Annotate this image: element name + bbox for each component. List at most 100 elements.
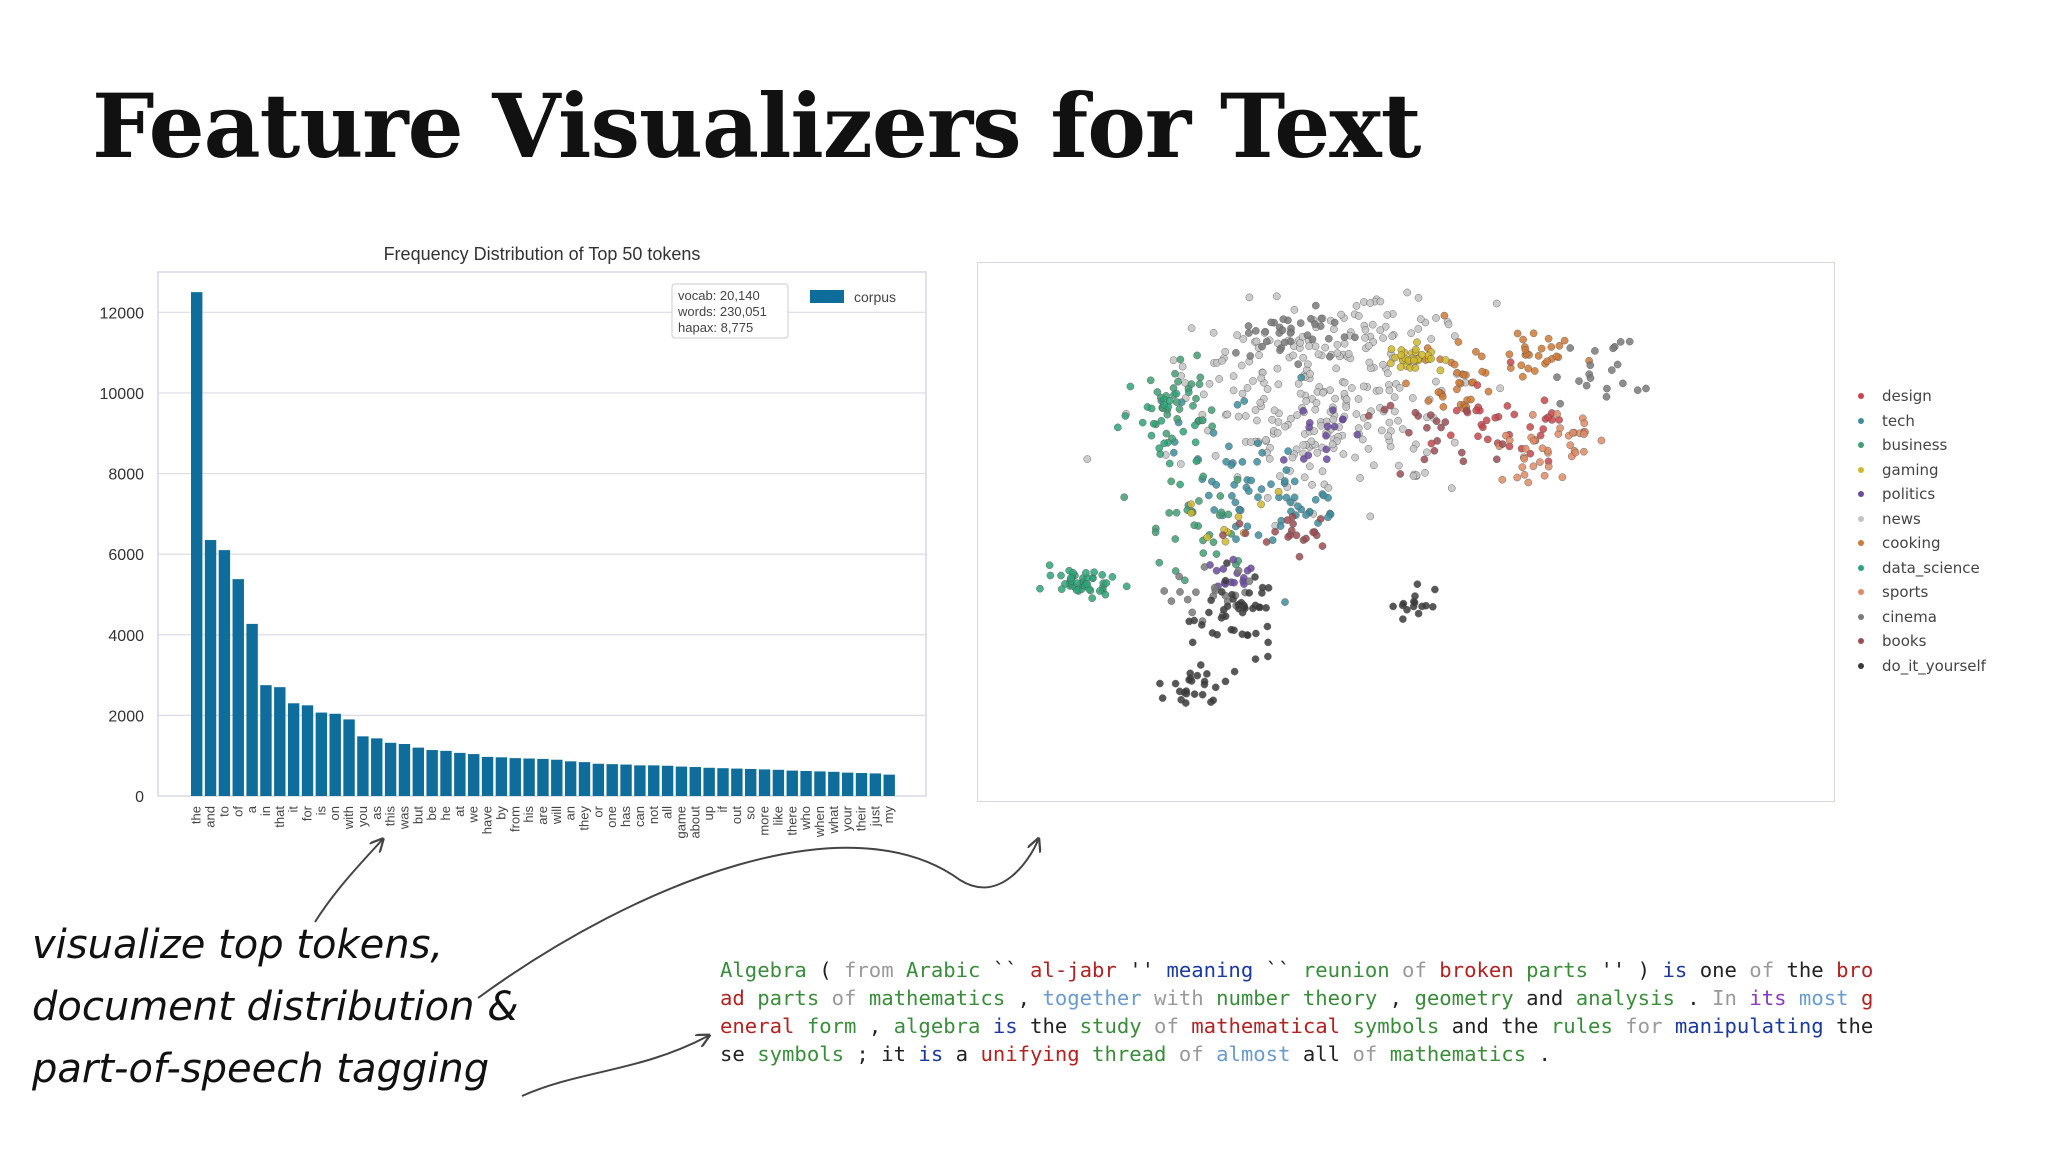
scatter-point-cooking <box>1472 347 1480 356</box>
scatter-point-news <box>1342 395 1351 404</box>
bar <box>828 771 840 796</box>
pos-token: of <box>1178 1042 1204 1066</box>
scatter-point-cinema <box>1296 319 1305 327</box>
scatter-point-politics <box>1322 431 1330 440</box>
scatter-point-cooking <box>1524 364 1533 373</box>
bar <box>495 757 508 796</box>
scatter-point-design <box>1503 402 1512 410</box>
scatter-point-gaming <box>1418 350 1426 359</box>
scatter-point-cinema <box>1267 318 1275 327</box>
scatter-point-business <box>1199 549 1208 557</box>
scatter-point-news <box>1340 378 1349 387</box>
scatter-point-tech <box>1212 481 1221 489</box>
legend-item-cooking: cooking <box>1858 531 1986 556</box>
scatter-point-do_it_yourself <box>1211 683 1220 692</box>
scatter-point-business <box>1207 406 1216 414</box>
scatter-point-data_science <box>1046 571 1055 580</box>
scatter-point-books <box>1302 534 1310 543</box>
scatter-point-data_science <box>1191 438 1200 447</box>
scatter-point-gaming <box>1441 356 1450 364</box>
pos-token: reunion <box>1302 958 1390 982</box>
scatter-point-politics <box>1322 455 1331 464</box>
scatter-point-books <box>1318 542 1327 550</box>
scatter-point-cinema <box>1244 322 1253 330</box>
x-tick-label: one <box>604 806 619 828</box>
pos-token: se <box>720 1042 745 1066</box>
scatter-point-books <box>1498 440 1507 448</box>
x-tick-label: not <box>646 806 661 824</box>
scatter-point-cinema <box>1603 384 1611 393</box>
pos-token: the <box>1774 958 1837 982</box>
scatter-point-news <box>1199 390 1208 399</box>
pos-token: . <box>1526 1042 1551 1066</box>
scatter-point-design <box>1479 423 1487 432</box>
pos-token: In <box>1712 986 1737 1010</box>
scatter-point-do_it_yourself <box>1413 580 1422 589</box>
scatter-point-news <box>1305 342 1313 350</box>
scatter-point-do_it_yourself <box>1208 629 1217 637</box>
scatter-point-tech <box>1228 492 1236 500</box>
scatter-point-data_science <box>1147 431 1156 440</box>
scatter-point-books <box>1271 527 1279 536</box>
x-tick-label: to <box>216 806 231 817</box>
scatter-point-news <box>1251 406 1260 414</box>
pos-token <box>1662 1014 1674 1038</box>
pos-token: Algebra <box>720 958 807 982</box>
x-tick-label: an <box>563 806 578 820</box>
scatter-point-cooking <box>1519 335 1527 344</box>
scatter-point-cooking <box>1440 311 1449 320</box>
scatter-point-do_it_yourself <box>1223 559 1231 567</box>
pos-line: Algebra ( from Arabic `` al-jabr '' mean… <box>720 956 1995 984</box>
x-tick-label: your <box>840 805 855 831</box>
scatter-point-cooking <box>1455 378 1463 387</box>
bar <box>204 540 217 796</box>
scatter-point-news <box>1414 293 1423 302</box>
scatter-point-news <box>1333 349 1342 358</box>
scatter-point-news <box>1263 493 1272 502</box>
scatter-point-cinema <box>1279 315 1288 324</box>
scatter-point-news <box>1300 473 1309 482</box>
x-tick-label: game <box>673 806 688 839</box>
scatter-point-gaming <box>1274 487 1283 496</box>
scatter-point-news <box>1209 328 1218 337</box>
scatter-point-gaming <box>1203 533 1212 542</box>
scatter-point-news <box>1407 329 1416 338</box>
pos-token: almost <box>1216 1042 1291 1066</box>
bar <box>786 770 798 796</box>
scatter-point-books <box>1295 552 1304 561</box>
legend-label: design <box>1882 387 1932 406</box>
bar <box>564 761 577 796</box>
chart-title: Frequency Distribution of Top 50 tokens <box>384 244 701 264</box>
scatter-point-news <box>1270 406 1279 415</box>
stats-box <box>671 283 789 339</box>
legend-label: sports <box>1882 583 1929 602</box>
scatter-point-tech <box>1247 476 1256 485</box>
scatter-point-books <box>1492 455 1501 464</box>
bar <box>675 766 688 796</box>
scatter-point-business <box>1217 508 1226 517</box>
scatter-point-politics <box>1329 406 1337 414</box>
scatter-point-cinema <box>1325 352 1334 361</box>
scatter-point-design <box>1452 406 1461 415</box>
scatter-point-news <box>1305 462 1314 471</box>
scatter-point-cinema <box>1330 318 1339 327</box>
bar <box>315 712 328 796</box>
pos-token: form <box>806 1014 857 1038</box>
scatter-point-business <box>1120 493 1129 502</box>
stats-line: vocab: 20,140 <box>678 288 760 303</box>
pos-token <box>1204 986 1216 1010</box>
bar <box>620 764 632 796</box>
pos-token: `` <box>1253 958 1303 982</box>
x-tick-label: by <box>493 806 508 820</box>
bar <box>758 769 771 796</box>
scatter-point-sports <box>1520 470 1529 479</box>
scatter-point-news <box>1383 311 1392 319</box>
scatter-point-data_science <box>1155 444 1164 453</box>
scatter-point-sports <box>1528 411 1537 419</box>
bar <box>814 771 826 796</box>
legend-label: tech <box>1882 411 1915 430</box>
scatter-point-do_it_yourself <box>1428 602 1437 611</box>
x-tick-label: his <box>521 806 536 823</box>
scatter-point-news <box>1358 435 1367 444</box>
x-tick-label: for <box>300 805 315 821</box>
